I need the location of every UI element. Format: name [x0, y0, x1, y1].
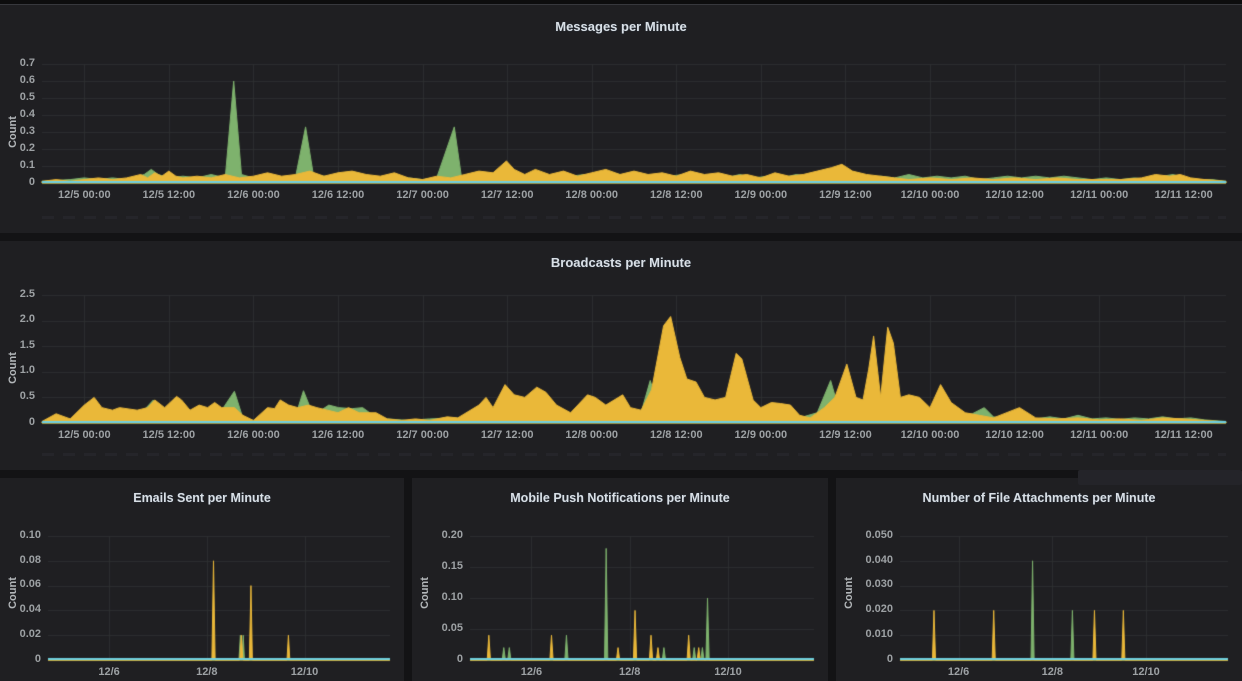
x-tick-label: 12/8: [196, 665, 218, 678]
y-tick-label: 0.02: [19, 627, 41, 640]
x-tick-label: 12/6: [520, 665, 543, 678]
x-tick-label: 12/6: [947, 665, 970, 678]
chart-emails: Count 0 0.02 0.04 0.06 0.08 0.10 12/6 12/8 12/10: [0, 518, 404, 681]
panel-title[interactable]: Broadcasts per Minute: [550, 254, 692, 270]
x-tick-label: 12/11 00:00: [1070, 188, 1129, 201]
chart-push-notifications: Count 0 0.05 0.10 0.15 0.20 12/6 12/8 12/10: [412, 518, 828, 681]
panel-title[interactable]: Mobile Push Notifications per Minute: [510, 491, 730, 506]
x-tick-label: 12/6 00:00: [227, 188, 280, 201]
y-tick-label: 0.10: [441, 590, 463, 603]
y-tick-label: 0.5: [19, 389, 35, 402]
x-tick-label: 12/6 00:00: [227, 428, 280, 441]
x-tick-label: 12/8 12:00: [649, 428, 703, 441]
y-tick-label: 0.5: [19, 90, 35, 103]
x-tick-label: 12/7 12:00: [480, 188, 534, 201]
panel-push-notifications: Mobile Push Notifications per Minute Cou…: [412, 478, 828, 681]
x-tick-label: 12/5 12:00: [142, 188, 196, 201]
panel-broadcasts: Broadcasts per Minute Count 0 0.5 1.0 1.5 2.…: [0, 241, 1242, 470]
legend-row-faint: [42, 453, 1226, 456]
panel-title[interactable]: Messages per Minute: [555, 18, 687, 34]
y-tick-label: 0.040: [865, 553, 893, 566]
x-tick-label: 12/8 12:00: [649, 188, 703, 201]
x-tick-label: 12/9 00:00: [734, 428, 788, 441]
x-tick-label: 12/10 00:00: [900, 188, 960, 201]
x-tick-label: 12/5 00:00: [57, 188, 111, 201]
y-tick-label: 0.3: [19, 124, 35, 137]
x-tick-label: 12/6 12:00: [311, 428, 365, 441]
top-strip: [0, 0, 1242, 5]
x-tick-label: 12/10: [290, 665, 319, 678]
x-tick-label: 12/10 12:00: [985, 188, 1044, 201]
x-tick-label: 12/9 00:00: [734, 188, 788, 201]
x-tick-label: 12/11 00:00: [1070, 428, 1129, 441]
chart-file-attachments: Count 0 0.010 0.020 0.030 0.040 0.050 12/6 12/8…: [836, 518, 1242, 681]
chart-canvas[interactable]: [0, 284, 1242, 470]
panel-title[interactable]: Emails Sent per Minute: [133, 491, 271, 506]
chart-broadcasts: Count 0 0.5 1.0 1.5 2.0 2.5 12/5 00:00 12/5 12:…: [0, 284, 1242, 470]
chart-canvas[interactable]: [0, 48, 1242, 233]
x-tick-label: 12/7 00:00: [396, 188, 449, 201]
y-tick-label: 0.05: [441, 621, 463, 634]
x-tick-label: 12/8 00:00: [565, 188, 619, 201]
y-tick-label: 0.010: [865, 627, 893, 640]
y-tick-label: 0.15: [441, 559, 463, 572]
x-tick-label: 12/7 00:00: [396, 428, 449, 441]
panel-file-attachments: Number of File Attachments per Minute Co…: [836, 478, 1242, 681]
y-tick-label: 0.020: [865, 603, 893, 616]
chart-canvas[interactable]: [836, 518, 1242, 681]
panel-title[interactable]: Number of File Attachments per Minute: [922, 491, 1156, 506]
y-tick-label: 0.1: [19, 158, 35, 171]
y-tick-label: 1.5: [19, 338, 35, 351]
y-tick-label: 2.5: [19, 287, 35, 300]
y-tick-label: 0: [34, 652, 41, 665]
y-tick-label: 0.050: [865, 528, 893, 541]
y-tick-label: 0.04: [19, 603, 41, 616]
x-tick-label: 12/5 00:00: [57, 428, 111, 441]
y-tick-label: 0: [886, 652, 893, 665]
x-tick-label: 12/10: [1132, 665, 1160, 678]
x-tick-label: 12/5 12:00: [142, 428, 196, 441]
x-tick-label: 12/10: [714, 665, 742, 678]
row-scroll-strip: [1078, 470, 1242, 485]
x-tick-label: 12/10 12:00: [985, 428, 1044, 441]
y-tick-label: 0.20: [441, 528, 463, 541]
panel-emails: Emails Sent per Minute Count 0 0.02 0.04 0.…: [0, 478, 404, 681]
x-tick-label: 12/11 12:00: [1154, 188, 1213, 201]
bottom-row: Emails Sent per Minute Count 0 0.02 0.04 0.…: [0, 478, 1242, 681]
chart-messages: Count 0 0.1 0.2 0.3 0.4 0.5 0.6 0.7 12/5 00:00 12…: [0, 48, 1242, 233]
chart-canvas[interactable]: [0, 518, 404, 681]
chart-canvas[interactable]: [412, 518, 828, 681]
x-tick-label: 12/10 00:00: [900, 428, 960, 441]
x-tick-label: 12/11 12:00: [1154, 428, 1213, 441]
y-tick-label: 0: [28, 415, 35, 428]
y-tick-label: 0: [456, 652, 463, 665]
x-tick-label: 12/6 12:00: [311, 188, 365, 201]
y-tick-label: 0.06: [19, 578, 41, 591]
y-tick-label: 2.0: [19, 313, 35, 326]
y-tick-label: 0.2: [19, 141, 35, 154]
x-tick-label: 12/9 12:00: [819, 428, 872, 441]
y-tick-label: 0.7: [19, 56, 35, 69]
y-tick-label: 0.08: [19, 553, 41, 566]
x-tick-label: 12/8: [1041, 665, 1063, 678]
y-tick-label: 0.10: [19, 528, 41, 541]
x-tick-label: 12/7 12:00: [480, 428, 534, 441]
y-tick-label: 1.0: [19, 364, 35, 377]
x-tick-label: 12/6: [98, 665, 120, 678]
y-tick-label: 0.6: [19, 73, 35, 86]
panel-messages: Messages per Minute Count 0 0.1 0.2 0.3 0.4 0…: [0, 5, 1242, 233]
legend-row-faint: [42, 216, 1226, 219]
y-tick-label: 0.4: [19, 107, 35, 120]
y-tick-label: 0: [28, 175, 35, 188]
y-tick-label: 0.030: [865, 578, 893, 591]
x-tick-label: 12/8: [618, 665, 641, 678]
x-tick-label: 12/8 00:00: [565, 428, 619, 441]
x-tick-label: 12/9 12:00: [819, 188, 872, 201]
